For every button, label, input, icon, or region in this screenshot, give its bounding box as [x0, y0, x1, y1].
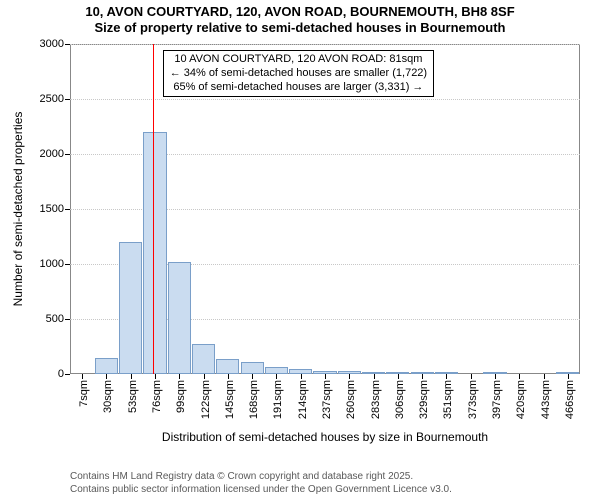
- ytick-label: 1000: [40, 258, 70, 270]
- xtick-mark: [179, 374, 180, 379]
- credits-line-1: Contains HM Land Registry data © Crown c…: [70, 471, 452, 484]
- xtick-label: 122sqm: [200, 380, 212, 419]
- xtick-label: 420sqm: [515, 380, 527, 419]
- xtick-mark: [446, 374, 447, 379]
- xtick-mark: [228, 374, 229, 379]
- xtick-mark: [544, 374, 545, 379]
- xtick-label: 30sqm: [102, 380, 114, 413]
- credits-line-2: Contains public sector information licen…: [70, 484, 452, 497]
- xtick-mark: [422, 374, 423, 379]
- histogram-bar: [192, 344, 215, 374]
- ytick-label: 3000: [40, 38, 70, 50]
- xtick-mark: [568, 374, 569, 379]
- xtick-label: 351sqm: [442, 380, 454, 419]
- xtick-mark: [374, 374, 375, 379]
- ytick-label: 2500: [40, 93, 70, 105]
- xtick-label: 306sqm: [394, 380, 406, 419]
- xtick-label: 214sqm: [297, 380, 309, 419]
- title-line-2: Size of property relative to semi-detach…: [0, 20, 600, 36]
- xtick-label: 237sqm: [321, 380, 333, 419]
- histogram-bar: [241, 362, 264, 374]
- annotation-line: ← 34% of semi-detached houses are smalle…: [170, 67, 427, 81]
- xtick-label: 191sqm: [272, 380, 284, 419]
- histogram-bar: [265, 367, 288, 374]
- histogram-bar: [338, 371, 361, 374]
- histogram-bar: [411, 372, 434, 374]
- xtick-label: 466sqm: [564, 380, 576, 419]
- annotation-box: 10 AVON COURTYARD, 120 AVON ROAD: 81sqm←…: [163, 50, 434, 97]
- xtick-mark: [106, 374, 107, 379]
- histogram-bar: [289, 369, 312, 375]
- xtick-label: 329sqm: [418, 380, 430, 419]
- xtick-mark: [276, 374, 277, 379]
- xtick-label: 260sqm: [345, 380, 357, 419]
- annotation-line: 10 AVON COURTYARD, 120 AVON ROAD: 81sqm: [170, 53, 427, 67]
- histogram-bar: [119, 242, 142, 374]
- ytick-label: 500: [46, 313, 70, 325]
- xtick-mark: [131, 374, 132, 379]
- xtick-mark: [325, 374, 326, 379]
- xtick-label: 99sqm: [175, 380, 187, 413]
- plot-area: 0500100015002000250030007sqm30sqm53sqm76…: [70, 44, 580, 374]
- xtick-label: 53sqm: [127, 380, 139, 413]
- histogram-bar: [556, 372, 579, 374]
- ytick-label: 0: [58, 368, 70, 380]
- xtick-mark: [349, 374, 350, 379]
- histogram-bar: [435, 372, 458, 374]
- histogram-bar: [143, 132, 166, 374]
- ytick-label: 2000: [40, 148, 70, 160]
- xtick-label: 373sqm: [467, 380, 479, 419]
- xtick-label: 168sqm: [248, 380, 260, 419]
- xtick-mark: [301, 374, 302, 379]
- y-axis-label: Number of semi-detached properties: [11, 112, 25, 307]
- histogram-bar: [95, 358, 118, 375]
- gridline-h: [70, 44, 580, 45]
- chart-title: 10, AVON COURTYARD, 120, AVON ROAD, BOUR…: [0, 0, 600, 37]
- histogram-bar: [216, 359, 239, 374]
- ytick-label: 1500: [40, 203, 70, 215]
- gridline-h: [70, 99, 580, 100]
- credits: Contains HM Land Registry data © Crown c…: [70, 471, 452, 496]
- histogram-bar: [362, 372, 385, 374]
- histogram-bar: [313, 371, 336, 374]
- reference-line: [153, 44, 154, 374]
- xtick-mark: [155, 374, 156, 379]
- annotation-line: 65% of semi-detached houses are larger (…: [170, 81, 427, 95]
- xtick-mark: [495, 374, 496, 379]
- xtick-mark: [252, 374, 253, 379]
- x-axis-label: Distribution of semi-detached houses by …: [162, 430, 488, 444]
- histogram-bar: [168, 262, 191, 374]
- xtick-label: 443sqm: [540, 380, 552, 419]
- xtick-mark: [519, 374, 520, 379]
- histogram-bar: [386, 372, 409, 374]
- title-line-1: 10, AVON COURTYARD, 120, AVON ROAD, BOUR…: [0, 4, 600, 20]
- xtick-mark: [82, 374, 83, 379]
- xtick-label: 7sqm: [78, 380, 90, 407]
- chart-container: 10, AVON COURTYARD, 120, AVON ROAD, BOUR…: [0, 0, 600, 500]
- xtick-mark: [398, 374, 399, 379]
- xtick-label: 283sqm: [370, 380, 382, 419]
- xtick-label: 145sqm: [224, 380, 236, 419]
- xtick-mark: [204, 374, 205, 379]
- xtick-mark: [471, 374, 472, 379]
- histogram-bar: [483, 372, 506, 374]
- xtick-label: 397sqm: [491, 380, 503, 419]
- xtick-label: 76sqm: [151, 380, 163, 413]
